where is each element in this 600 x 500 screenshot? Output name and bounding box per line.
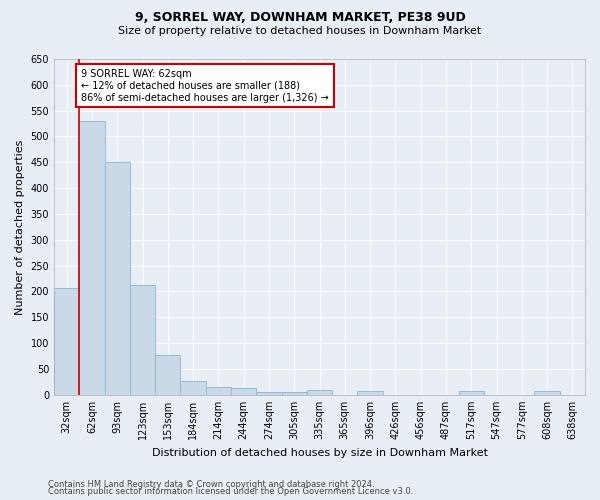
Bar	[79, 121, 104, 395]
Bar	[535, 391, 560, 395]
Bar	[130, 286, 155, 395]
Bar	[206, 387, 231, 395]
Bar	[155, 354, 181, 395]
Bar	[54, 288, 79, 395]
Bar	[458, 391, 484, 395]
Bar	[231, 388, 256, 395]
Text: 9, SORREL WAY, DOWNHAM MARKET, PE38 9UD: 9, SORREL WAY, DOWNHAM MARKET, PE38 9UD	[134, 11, 466, 24]
Bar	[358, 391, 383, 395]
Text: Contains public sector information licensed under the Open Government Licence v3: Contains public sector information licen…	[48, 487, 413, 496]
X-axis label: Distribution of detached houses by size in Downham Market: Distribution of detached houses by size …	[152, 448, 488, 458]
Bar	[281, 392, 307, 395]
Bar	[181, 381, 206, 395]
Y-axis label: Number of detached properties: Number of detached properties	[15, 139, 25, 314]
Text: 9 SORREL WAY: 62sqm
← 12% of detached houses are smaller (188)
86% of semi-detac: 9 SORREL WAY: 62sqm ← 12% of detached ho…	[82, 70, 329, 102]
Bar	[256, 392, 281, 395]
Text: Size of property relative to detached houses in Downham Market: Size of property relative to detached ho…	[118, 26, 482, 36]
Bar	[307, 390, 332, 395]
Text: Contains HM Land Registry data © Crown copyright and database right 2024.: Contains HM Land Registry data © Crown c…	[48, 480, 374, 489]
Bar	[104, 162, 130, 395]
